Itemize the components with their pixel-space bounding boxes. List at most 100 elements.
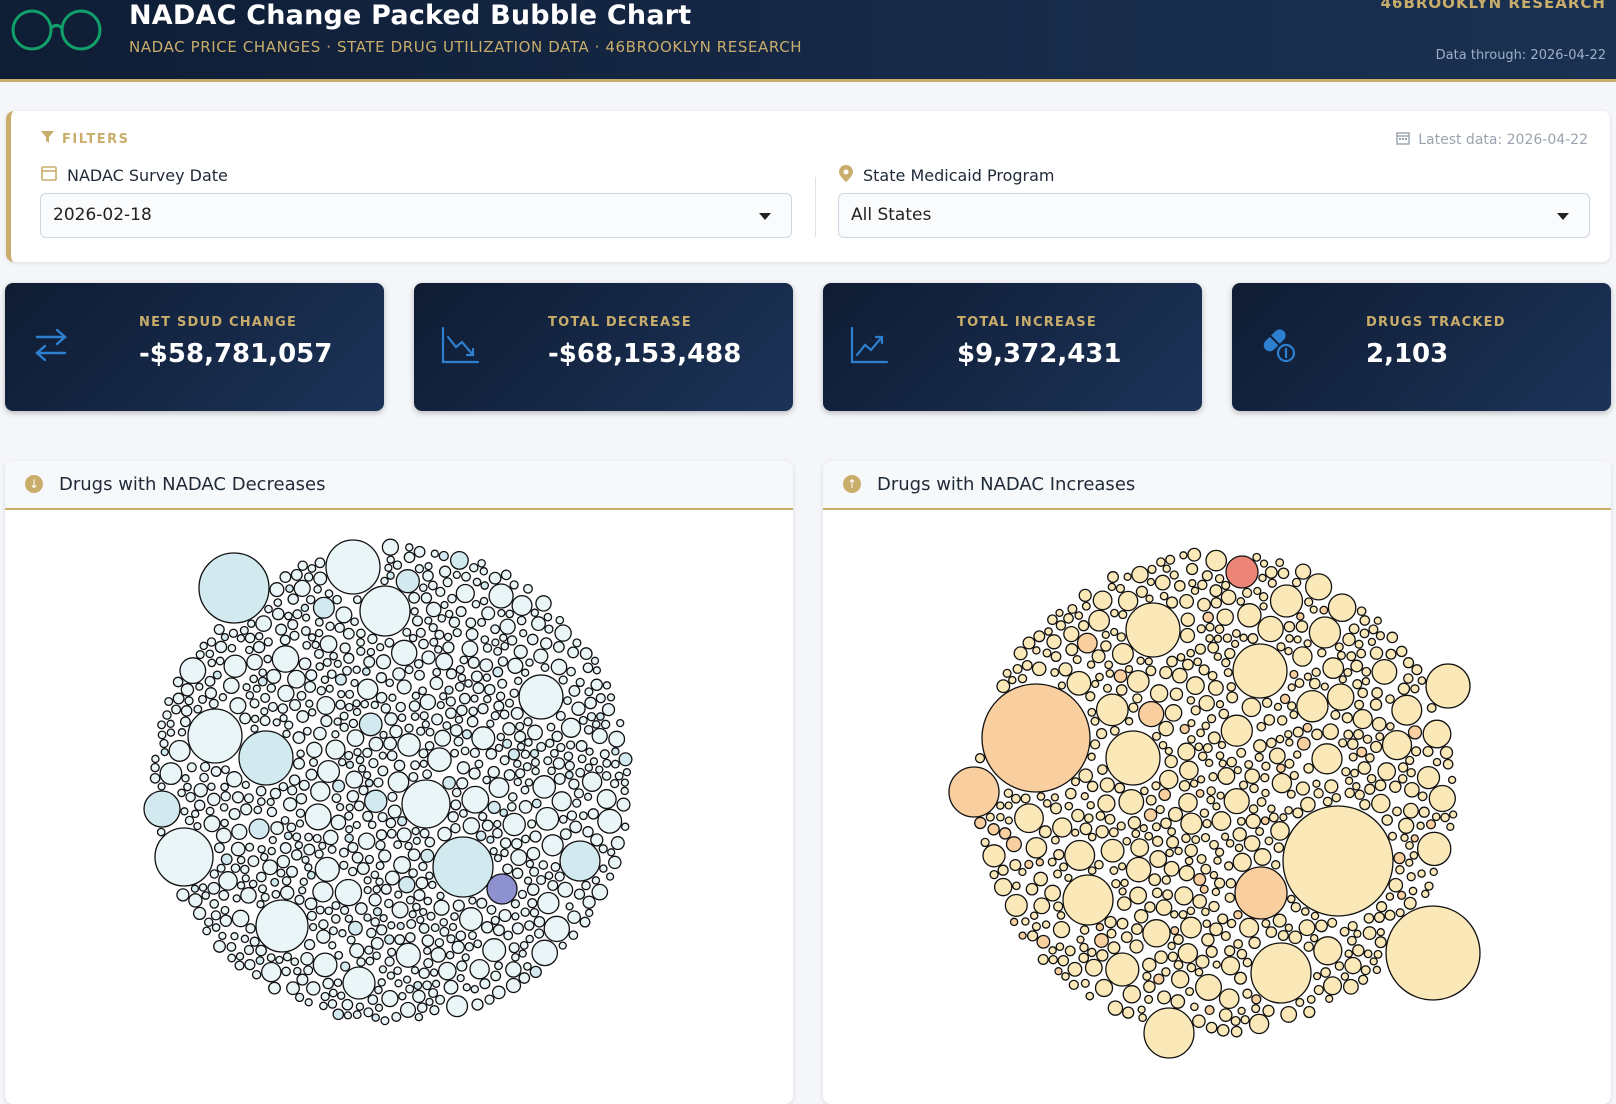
drug-bubble[interactable]: [364, 945, 374, 955]
drug-bubble[interactable]: [1375, 901, 1388, 913]
drug-bubble[interactable]: [379, 913, 388, 923]
drug-bubble[interactable]: [268, 981, 281, 995]
drug-bubble[interactable]: [1260, 773, 1270, 783]
drug-bubble[interactable]: [465, 617, 477, 629]
drug-bubble[interactable]: [1158, 788, 1172, 802]
drug-bubble[interactable]: [442, 641, 455, 654]
drug-bubble[interactable]: [300, 951, 314, 966]
drug-bubble[interactable]: [1087, 832, 1097, 842]
drug-bubble[interactable]: [511, 952, 520, 962]
drug-bubble[interactable]: [301, 613, 311, 622]
drug-bubble[interactable]: [425, 997, 434, 1007]
drug-bubble[interactable]: [479, 658, 494, 673]
drug-bubble[interactable]: [388, 693, 397, 702]
drug-bubble[interactable]: [1368, 624, 1379, 635]
drug-bubble[interactable]: [345, 760, 355, 769]
drug-bubble[interactable]: [981, 683, 1091, 793]
drug-bubble[interactable]: [313, 584, 322, 594]
drug-bubble[interactable]: [601, 771, 612, 781]
drug-bubble[interactable]: [296, 973, 309, 986]
drug-bubble[interactable]: [1086, 660, 1096, 669]
drug-bubble[interactable]: [1344, 956, 1362, 975]
drug-bubble[interactable]: [1210, 597, 1223, 609]
drug-bubble[interactable]: [370, 870, 380, 880]
drug-bubble[interactable]: [243, 944, 255, 956]
drug-bubble[interactable]: [1021, 917, 1030, 926]
drug-bubble[interactable]: [477, 703, 489, 715]
drug-bubble[interactable]: [482, 938, 507, 963]
drug-bubble[interactable]: [334, 878, 363, 907]
drug-bubble[interactable]: [1287, 683, 1296, 692]
drug-bubble[interactable]: [240, 887, 257, 904]
drug-bubble[interactable]: [1224, 945, 1236, 957]
drug-bubble[interactable]: [231, 909, 250, 928]
drug-bubble[interactable]: [1194, 742, 1204, 752]
drug-bubble[interactable]: [1367, 637, 1377, 647]
drug-bubble[interactable]: [1242, 988, 1253, 999]
drug-bubble[interactable]: [1194, 643, 1207, 655]
drug-bubble[interactable]: [1084, 958, 1103, 977]
drug-bubble[interactable]: [1115, 583, 1126, 594]
drug-bubble[interactable]: [1035, 857, 1045, 867]
drug-bubble[interactable]: [387, 921, 396, 930]
drug-bubble[interactable]: [1248, 936, 1261, 950]
drug-bubble[interactable]: [531, 766, 540, 776]
drug-bubble[interactable]: [218, 693, 228, 702]
drug-bubble[interactable]: [1331, 792, 1342, 803]
drug-bubble[interactable]: [307, 563, 317, 573]
drug-bubble[interactable]: [1226, 756, 1238, 768]
drug-bubble[interactable]: [1155, 804, 1165, 815]
drug-bubble[interactable]: [510, 848, 528, 867]
drug-bubble[interactable]: [519, 629, 528, 638]
drug-bubble[interactable]: [349, 942, 365, 959]
drug-bubble[interactable]: [526, 633, 539, 646]
drug-bubble[interactable]: [1387, 831, 1398, 841]
drug-bubble[interactable]: [1402, 802, 1419, 819]
drug-bubble[interactable]: [404, 841, 413, 851]
drug-bubble[interactable]: [1162, 564, 1171, 573]
drug-bubble[interactable]: [303, 965, 314, 976]
drug-bubble[interactable]: [462, 817, 481, 835]
drug-bubble[interactable]: [1363, 912, 1375, 924]
drug-bubble[interactable]: [1406, 872, 1416, 882]
drug-bubble[interactable]: [255, 899, 309, 953]
drug-bubble[interactable]: [344, 811, 354, 821]
drug-bubble[interactable]: [227, 643, 237, 653]
drug-bubble[interactable]: [1269, 584, 1304, 618]
drug-bubble[interactable]: [437, 613, 447, 623]
drug-bubble[interactable]: [499, 755, 510, 766]
drug-bubble[interactable]: [492, 827, 503, 839]
drug-bubble[interactable]: [179, 657, 207, 685]
drug-bubble[interactable]: [468, 767, 481, 780]
drug-bubble[interactable]: [255, 785, 267, 797]
drug-bubble[interactable]: [1417, 869, 1426, 878]
drug-bubble[interactable]: [535, 806, 560, 831]
drug-bubble[interactable]: [248, 879, 258, 889]
drug-bubble[interactable]: [1426, 702, 1437, 713]
drug-bubble[interactable]: [1312, 971, 1322, 981]
drug-bubble[interactable]: [434, 629, 445, 640]
drug-bubble[interactable]: [1369, 957, 1378, 966]
drug-bubble[interactable]: [1190, 586, 1200, 596]
drug-bubble[interactable]: [225, 771, 243, 788]
drug-bubble[interactable]: [1195, 788, 1205, 798]
drug-bubble[interactable]: [1117, 862, 1127, 871]
drug-bubble[interactable]: [455, 606, 467, 618]
drug-bubble[interactable]: [157, 730, 167, 740]
drug-bubble[interactable]: [1361, 666, 1372, 677]
drug-bubble[interactable]: [364, 854, 375, 865]
drug-bubble[interactable]: [1042, 648, 1052, 658]
drug-bubble[interactable]: [1143, 1007, 1195, 1059]
drug-bubble[interactable]: [1350, 659, 1364, 673]
drug-bubble[interactable]: [459, 655, 469, 665]
drug-bubble[interactable]: [428, 880, 437, 890]
drug-bubble[interactable]: [527, 819, 537, 829]
drug-bubble[interactable]: [1276, 763, 1286, 774]
drug-bubble[interactable]: [1273, 842, 1285, 853]
drug-bubble[interactable]: [545, 738, 555, 748]
drug-bubble[interactable]: [532, 775, 557, 799]
drug-bubble[interactable]: [1309, 933, 1319, 943]
drug-bubble[interactable]: [1279, 693, 1291, 705]
drug-bubble[interactable]: [1384, 909, 1396, 921]
drug-bubble[interactable]: [461, 785, 490, 814]
